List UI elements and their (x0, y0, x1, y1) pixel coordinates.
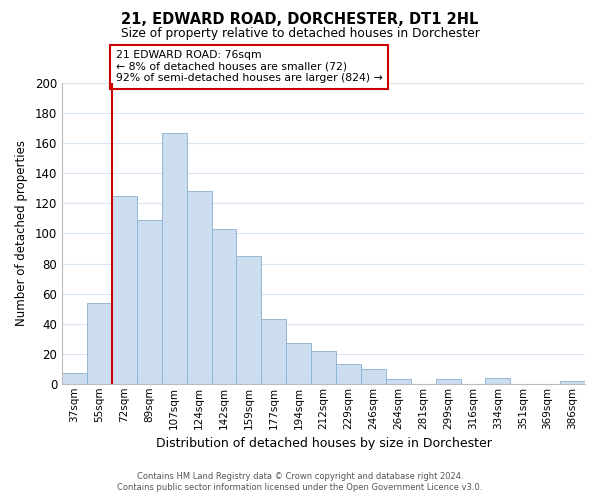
Text: 21, EDWARD ROAD, DORCHESTER, DT1 2HL: 21, EDWARD ROAD, DORCHESTER, DT1 2HL (121, 12, 479, 28)
Bar (485, 378, 511, 384)
Bar (336, 364, 361, 384)
Bar (560, 381, 585, 384)
Bar (112, 196, 137, 384)
Bar (187, 192, 212, 384)
Text: 21 EDWARD ROAD: 76sqm
← 8% of detached houses are smaller (72)
92% of semi-detac: 21 EDWARD ROAD: 76sqm ← 8% of detached h… (116, 50, 382, 83)
Bar (62, 373, 87, 384)
Bar (212, 229, 236, 384)
Bar (361, 368, 386, 384)
Bar (311, 350, 336, 384)
Text: Contains HM Land Registry data © Crown copyright and database right 2024.
Contai: Contains HM Land Registry data © Crown c… (118, 472, 482, 492)
Bar (162, 133, 187, 384)
Bar (436, 380, 461, 384)
X-axis label: Distribution of detached houses by size in Dorchester: Distribution of detached houses by size … (155, 437, 491, 450)
Bar (137, 220, 162, 384)
Text: Size of property relative to detached houses in Dorchester: Size of property relative to detached ho… (121, 28, 479, 40)
Bar (386, 380, 411, 384)
Bar (236, 256, 262, 384)
Bar (286, 343, 311, 384)
Bar (87, 302, 112, 384)
Y-axis label: Number of detached properties: Number of detached properties (15, 140, 28, 326)
Bar (262, 319, 286, 384)
